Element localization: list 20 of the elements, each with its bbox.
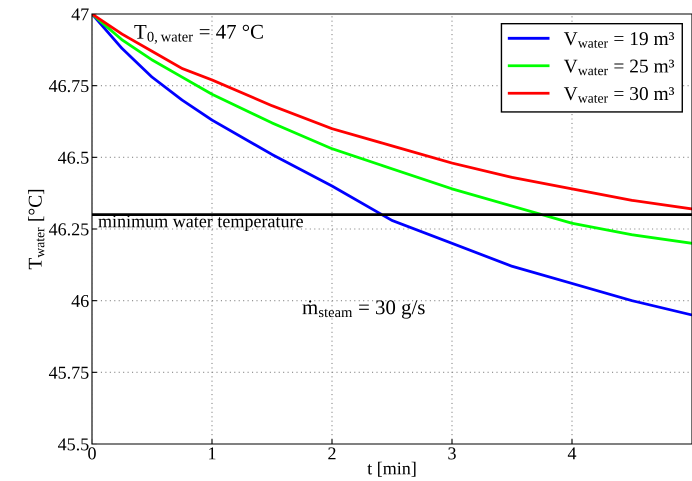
y-tick-label: 46.75	[48, 80, 89, 92]
x-tick-label: 3	[448, 447, 456, 460]
y-axis-title: T$_{water}$ [°C]	[28, 190, 44, 270]
annotation: T$_{0,water}$ = 47 °C	[134, 24, 263, 44]
x-tick-label: 1	[209, 447, 216, 460]
x-tick-label: 2	[328, 447, 336, 460]
legend-label: V$_{water}$ = 19 m³	[564, 32, 674, 48]
y-tick-label: 45.75	[48, 366, 89, 379]
legend-label: V$_{water}$ = 30 m³	[564, 87, 674, 103]
annotation: ṁ$_{steam}$ = 30 g/s	[302, 300, 425, 319]
x-tick-label: 0	[88, 447, 96, 460]
ref-line-label: minimum water temperature	[98, 215, 303, 232]
y-tick-label: 46.5	[58, 152, 89, 164]
y-tick-label: 46	[72, 294, 89, 308]
y-tick-label: 47	[72, 8, 89, 20]
x-axis-title: t [min]	[367, 462, 416, 477]
y-tick-label: 45.5	[58, 438, 89, 451]
x-tick-label: 4	[568, 447, 576, 460]
y-tick-label: 46.25	[48, 223, 89, 236]
legend-label: V$_{water}$ = 25 m³	[564, 60, 674, 76]
